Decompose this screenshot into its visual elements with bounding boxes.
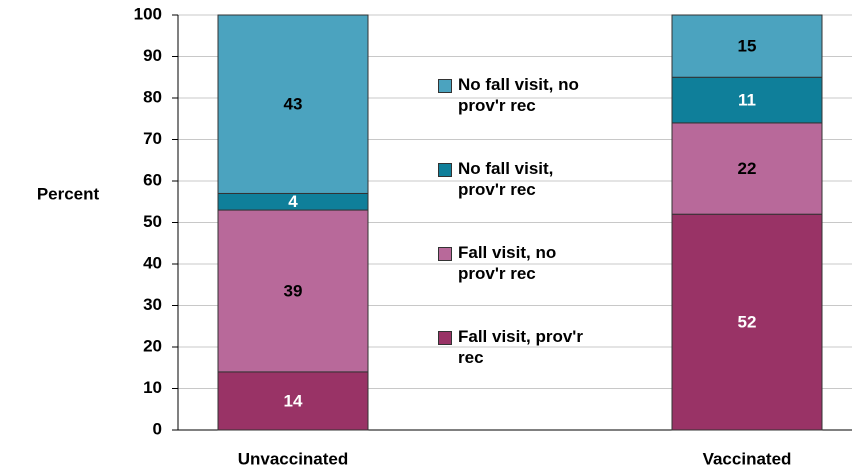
y-tick-label: 40: [143, 253, 162, 272]
value-label: 43: [284, 95, 303, 114]
bar-segment: [671, 213, 823, 431]
legend-swatch: [438, 163, 452, 177]
value-label: 11: [738, 91, 756, 110]
y-tick-label: 30: [143, 295, 162, 314]
legend-swatch: [438, 331, 452, 345]
legend-swatch: [438, 247, 452, 261]
legend-swatch: [438, 79, 452, 93]
y-tick-label: 100: [134, 4, 162, 23]
y-tick-label: 0: [153, 419, 162, 438]
x-tick-label: Vaccinated: [703, 449, 792, 468]
y-tick-label: 70: [143, 129, 162, 148]
legend-label: Fall visit, prov'r rec: [458, 327, 583, 367]
value-label: 22: [738, 159, 757, 178]
bar-segment: [217, 14, 369, 194]
value-label: 4: [288, 192, 298, 211]
value-label: 15: [738, 37, 757, 56]
y-tick-label: 20: [143, 336, 162, 355]
legend-label: No fall visit, prov'r rec: [458, 159, 554, 199]
value-label: 14: [284, 391, 303, 410]
y-tick-label: 80: [143, 87, 162, 106]
x-tick-label: Unvaccinated: [238, 449, 349, 468]
legend-label: No fall visit, no prov'r rec: [458, 75, 579, 115]
y-tick-label: 90: [143, 46, 162, 65]
value-label: 52: [738, 313, 757, 332]
y-tick-label: 60: [143, 170, 162, 189]
bar-segment: [217, 209, 369, 373]
y-tick-label: 10: [143, 378, 162, 397]
bar-segment: [671, 14, 823, 78]
bar-segment: [671, 76, 823, 124]
y-tick-label: 50: [143, 212, 162, 231]
value-label: 39: [284, 281, 303, 300]
bar-segment: [671, 122, 823, 215]
bar-segment: [217, 371, 369, 431]
y-axis-label: Percent: [37, 184, 100, 203]
legend-label: Fall visit, no prov'r rec: [458, 243, 557, 283]
